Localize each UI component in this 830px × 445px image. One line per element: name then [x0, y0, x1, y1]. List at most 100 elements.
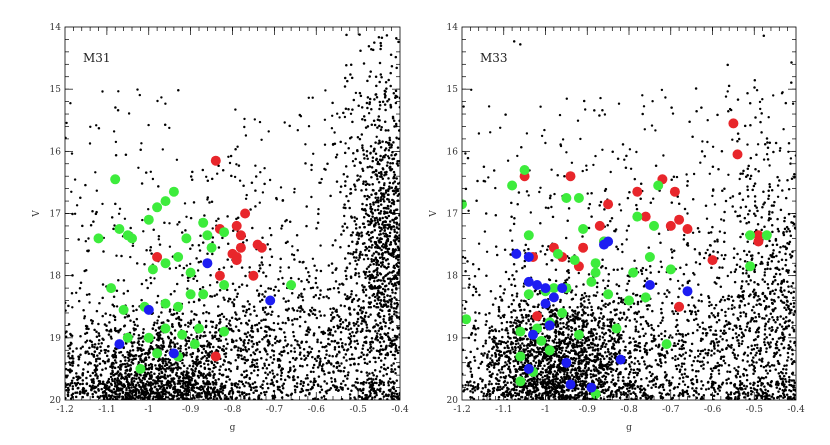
star-point: [114, 106, 117, 109]
star-point: [387, 326, 391, 330]
star-point: [137, 396, 140, 400]
star-point: [234, 325, 238, 328]
star-point: [261, 308, 265, 311]
star-point: [257, 292, 261, 296]
star-point: [136, 381, 140, 385]
star-point: [112, 362, 115, 365]
star-point: [161, 388, 164, 391]
star-point: [369, 305, 373, 309]
star-point: [391, 291, 394, 294]
star-point: [387, 381, 390, 385]
data-point: [181, 233, 192, 244]
star-point: [338, 351, 341, 354]
star-point: [111, 379, 114, 383]
star-point: [208, 396, 212, 400]
star-point: [354, 250, 358, 254]
star-point: [75, 204, 79, 207]
star-point: [323, 373, 326, 376]
star-point: [351, 240, 354, 243]
star-point: [373, 299, 377, 302]
star-point: [391, 380, 395, 384]
star-point: [118, 351, 121, 354]
star-point: [212, 374, 215, 377]
star-point: [392, 284, 395, 288]
star-point: [509, 320, 512, 324]
star-point: [330, 339, 334, 343]
star-point: [317, 375, 321, 378]
star-point: [167, 360, 171, 364]
star-point: [319, 293, 322, 296]
star-point: [258, 201, 261, 204]
star-point: [247, 392, 251, 396]
star-point: [627, 376, 630, 379]
star-point: [292, 365, 296, 368]
star-point: [227, 361, 231, 364]
star-point: [210, 360, 213, 363]
star-point: [569, 335, 573, 339]
star-point: [219, 339, 223, 342]
star-point: [593, 318, 597, 322]
star-point: [156, 381, 159, 385]
star-point: [74, 384, 78, 387]
star-point: [392, 253, 395, 256]
star-point: [388, 181, 392, 185]
star-point: [354, 223, 358, 226]
star-point: [283, 121, 286, 124]
star-point: [135, 372, 138, 376]
star-point: [349, 112, 353, 116]
star-point: [509, 337, 512, 340]
star-point: [166, 357, 170, 361]
star-point: [366, 194, 369, 198]
star-point: [146, 353, 150, 356]
x-tick-label: -0.4: [391, 405, 409, 415]
star-point: [387, 384, 390, 387]
data-point: [210, 155, 221, 166]
star-point: [394, 389, 398, 393]
star-point: [210, 200, 214, 203]
star-point: [343, 304, 346, 308]
star-point: [474, 333, 477, 336]
star-point: [387, 177, 390, 180]
star-point: [393, 209, 396, 213]
star-point: [359, 49, 362, 52]
star-point: [279, 266, 282, 269]
star-point: [91, 319, 94, 323]
star-point: [211, 370, 214, 373]
star-point: [293, 317, 296, 321]
star-point: [77, 375, 80, 378]
star-point: [184, 384, 187, 387]
star-point: [198, 287, 202, 291]
star-point: [68, 371, 72, 374]
star-point: [263, 310, 267, 314]
star-point: [324, 398, 328, 400]
star-point: [347, 328, 350, 331]
star-point: [335, 153, 339, 156]
star-point: [393, 236, 397, 239]
star-point: [130, 381, 133, 385]
star-point: [176, 223, 179, 226]
star-point: [215, 397, 219, 400]
star-point: [110, 216, 114, 219]
star-point: [289, 366, 292, 370]
star-point: [196, 374, 200, 378]
star-point: [382, 340, 386, 343]
star-point: [330, 262, 334, 265]
star-point: [300, 306, 303, 310]
star-point: [352, 98, 356, 102]
star-point: [376, 306, 380, 309]
star-point: [111, 354, 114, 358]
star-point: [343, 76, 347, 80]
star-point: [150, 346, 154, 349]
star-point: [68, 347, 72, 350]
star-point: [474, 319, 477, 322]
star-point: [387, 282, 391, 285]
star-point: [510, 340, 513, 344]
star-point: [215, 324, 218, 327]
star-point: [264, 306, 267, 309]
star-point: [351, 298, 354, 302]
star-point: [187, 339, 191, 343]
star-point: [74, 391, 77, 394]
star-point: [243, 338, 246, 342]
star-point: [373, 240, 377, 244]
star-point: [298, 346, 302, 349]
